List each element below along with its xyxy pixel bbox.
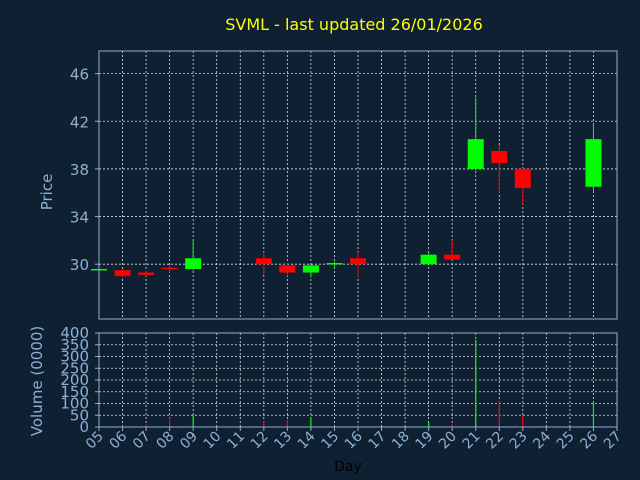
candle-body — [350, 258, 366, 265]
chart-title: SVML - last updated 26/01/2026 — [225, 15, 483, 34]
candle-body — [138, 272, 155, 275]
candle-body — [420, 254, 437, 265]
candle-body — [444, 254, 461, 260]
price-tick-label: 38 — [70, 161, 89, 179]
price-tick-label: 42 — [70, 113, 89, 131]
volume-bar — [145, 424, 147, 427]
x-axis-label: Day — [334, 459, 362, 475]
candle-body — [185, 258, 202, 269]
volume-tick-label: 400 — [60, 324, 89, 342]
volume-plot-frame — [98, 332, 618, 428]
volume-tick-label: 350 — [60, 336, 89, 354]
price-tick-label: 30 — [70, 256, 89, 274]
volume-axis-label: Volume (0000) — [28, 326, 46, 436]
price-axis-label: Price — [38, 174, 56, 211]
volume-bar — [428, 422, 430, 427]
volume-bar — [169, 417, 171, 427]
candle-body — [467, 139, 484, 169]
volume-bar — [357, 424, 359, 427]
candle-body — [255, 258, 272, 265]
volume-bar — [286, 419, 288, 427]
volume-bar — [192, 415, 194, 427]
price-tick-label: 46 — [70, 66, 89, 84]
volume-bar — [522, 415, 524, 427]
volume-tick-label: 0 — [79, 418, 89, 436]
candle-body — [279, 265, 296, 273]
x-ticks: 05 06 07 08 09 10 11 12 13 14 15 16 17 18 19 20 21 22 23 24… — [83, 427, 625, 452]
candle-body — [514, 168, 531, 188]
volume-bar — [310, 417, 312, 427]
candle-body — [491, 151, 508, 163]
candle-body — [585, 139, 602, 187]
volume-bar — [451, 424, 453, 427]
candles — [91, 97, 602, 278]
price-tick-label: 34 — [70, 209, 89, 227]
volume-tick-label: 150 — [60, 383, 89, 401]
volume-bar — [263, 421, 265, 427]
price-y-ticks: 30 34 38 42 46 — [70, 66, 99, 274]
volume-tick-label: 200 — [60, 371, 89, 389]
volume-tick-label: 100 — [60, 395, 89, 413]
volume-tick-label: 250 — [60, 359, 89, 377]
volume-tick-label: 50 — [70, 406, 89, 424]
candle-body — [114, 270, 131, 277]
volume-tick-label: 300 — [60, 348, 89, 366]
candle-body — [161, 267, 178, 270]
volume-bar — [475, 340, 477, 427]
volume-bar — [333, 425, 336, 427]
volume-bar — [592, 401, 595, 427]
candle-body — [302, 265, 319, 273]
candle-body — [326, 263, 343, 265]
volume-bar — [498, 401, 500, 427]
price-plot-frame — [98, 50, 618, 320]
